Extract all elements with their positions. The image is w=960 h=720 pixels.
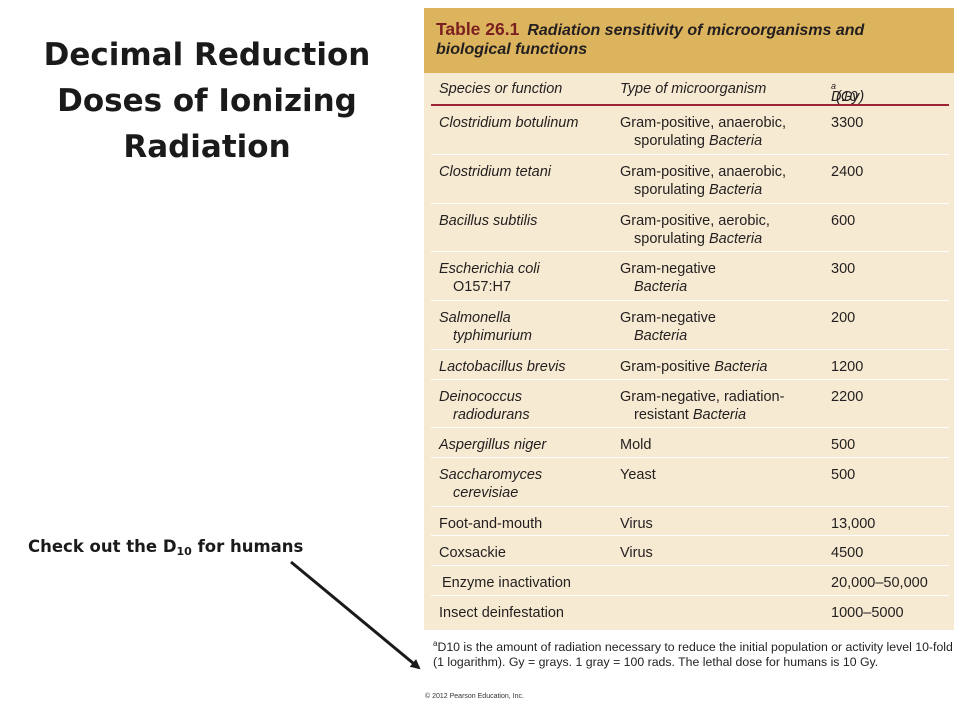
table-title-line: biological functions [436, 41, 588, 58]
header-dose-sup: a [831, 81, 837, 91]
slide-title-line: Decimal Reduction [43, 37, 371, 73]
species-cell: Escherichia coli O157:H7 [439, 261, 540, 296]
callout-prefix: Check out the D [28, 537, 177, 556]
dose-cell: 20,000–50,000 [831, 574, 928, 591]
species-cell: Clostridium tetani [439, 163, 552, 180]
type-cell: Gram-positive, aerobic, sporulating Bacte… [620, 212, 770, 247]
species-cell: Saccharomyces cerevisiae [439, 466, 543, 501]
species-cell: Enzyme inactivation [442, 574, 571, 591]
type-cell: Yeast [620, 466, 656, 483]
header-dose-prefix: D10 [831, 89, 858, 105]
header-species: Species or function [439, 81, 563, 97]
dose-cell: 1200 [831, 358, 864, 375]
callout-subscript: 10 [176, 545, 192, 558]
table-row: Coxsackie Virus 4500 [431, 536, 949, 566]
table-row: Saccharomyces cerevisiae Yeast 500 [431, 458, 949, 507]
type-cell: Virus [620, 545, 653, 562]
type-cell: Gram-negative Bacteria [620, 310, 716, 345]
footnote-marker: a [433, 639, 438, 648]
type-cell: Gram-positive, anaerobic, sporulating Bac… [620, 115, 787, 149]
table-row: Foot-and-mouth Virus 13,000 [431, 507, 949, 537]
table-row: Aspergillus niger Mold 500 [431, 428, 949, 458]
footnote-text: D10 is the amount of radiation necessary… [433, 640, 953, 669]
species-cell: Salmonella typhimurium [439, 310, 532, 345]
header-dose: D10 a (Gy) [831, 81, 864, 105]
table-title-band: Table 26.1 Radiation sensitivity of micro… [424, 8, 954, 73]
type-cell: Gram-negative Bacteria [620, 261, 716, 296]
callout-text: Check out the D10 for humans [28, 537, 303, 558]
copyright-notice: © 2012 Pearson Education, Inc. [425, 693, 524, 700]
dose-cell: 2400 [831, 163, 864, 180]
type-cell: Mold [620, 437, 652, 454]
species-cell: Aspergillus niger [439, 437, 547, 454]
header-dose-suffix: (Gy) [836, 89, 865, 105]
table-row: Escherichia coli O157:H7 Gram-negative Bac… [431, 252, 949, 302]
table-row: Lactobacillus brevis Gram-positive Bacte… [431, 350, 949, 380]
table-row: Enzyme inactivation 20,000–50,000 [431, 566, 949, 596]
dose-cell: 2200 [831, 388, 864, 405]
table-row: Clostridium tetani Gram-positive, anaero… [431, 155, 949, 204]
dose-cell: 600 [831, 212, 856, 229]
table-row: Insect deinfestation 1000–5000 [431, 596, 949, 626]
radiation-table: Table 26.1 Radiation sensitivity of micro… [424, 8, 954, 630]
species-cell: Deinococcus radiodurans [439, 388, 530, 423]
type-cell: Virus [620, 515, 653, 532]
species-cell: Bacillus subtilis [439, 212, 538, 229]
table-row: Deinococcus radiodurans Gram-negative, ra… [431, 380, 949, 429]
table-row: Clostridium botulinum Gram-positive, ana… [431, 106, 949, 155]
table-title: Table 26.1 Radiation sensitivity of micro… [436, 20, 942, 59]
slide-title: Decimal Reduction Doses of Ionizing Radi… [20, 32, 394, 170]
table-title-line: Radiation sensitivity of microorganisms … [527, 22, 865, 39]
table-footnote: aD10 is the amount of radiation necessar… [433, 637, 953, 669]
dose-cell: 200 [831, 310, 856, 327]
slide-title-line: Radiation [123, 129, 291, 165]
species-cell: Coxsackie [439, 545, 506, 562]
dose-cell: 500 [831, 466, 856, 483]
dose-cell: 500 [831, 437, 856, 454]
species-cell: Insect deinfestation [439, 604, 564, 621]
species-cell: Clostridium botulinum [439, 115, 579, 131]
table-column-headers: Species or function Type of microorganis… [431, 73, 949, 106]
dose-cell: 13,000 [831, 515, 876, 532]
type-cell: Gram-positive Bacteria [620, 358, 768, 375]
dose-cell: 300 [831, 261, 856, 278]
table-number: Table 26.1 [436, 19, 520, 39]
species-cell: Foot-and-mouth [439, 515, 543, 532]
callout-suffix: for humans [191, 537, 304, 556]
dose-cell: 1000–5000 [831, 604, 904, 621]
type-cell: Gram-negative, radiation-resistant Bacte… [620, 388, 785, 423]
species-cell: Lactobacillus brevis [439, 358, 566, 375]
type-cell: Gram-positive, anaerobic, sporulating Bac… [620, 163, 787, 198]
header-type: Type of microorganism [620, 81, 767, 97]
dose-cell: 3300 [831, 115, 864, 131]
table-row: Salmonella typhimurium Gram-negative Bacte… [431, 301, 949, 350]
slide-title-line: Doses of Ionizing [57, 83, 357, 119]
table-row: Bacillus subtilis Gram-positive, aerobic… [431, 204, 949, 253]
dose-cell: 4500 [831, 545, 864, 562]
